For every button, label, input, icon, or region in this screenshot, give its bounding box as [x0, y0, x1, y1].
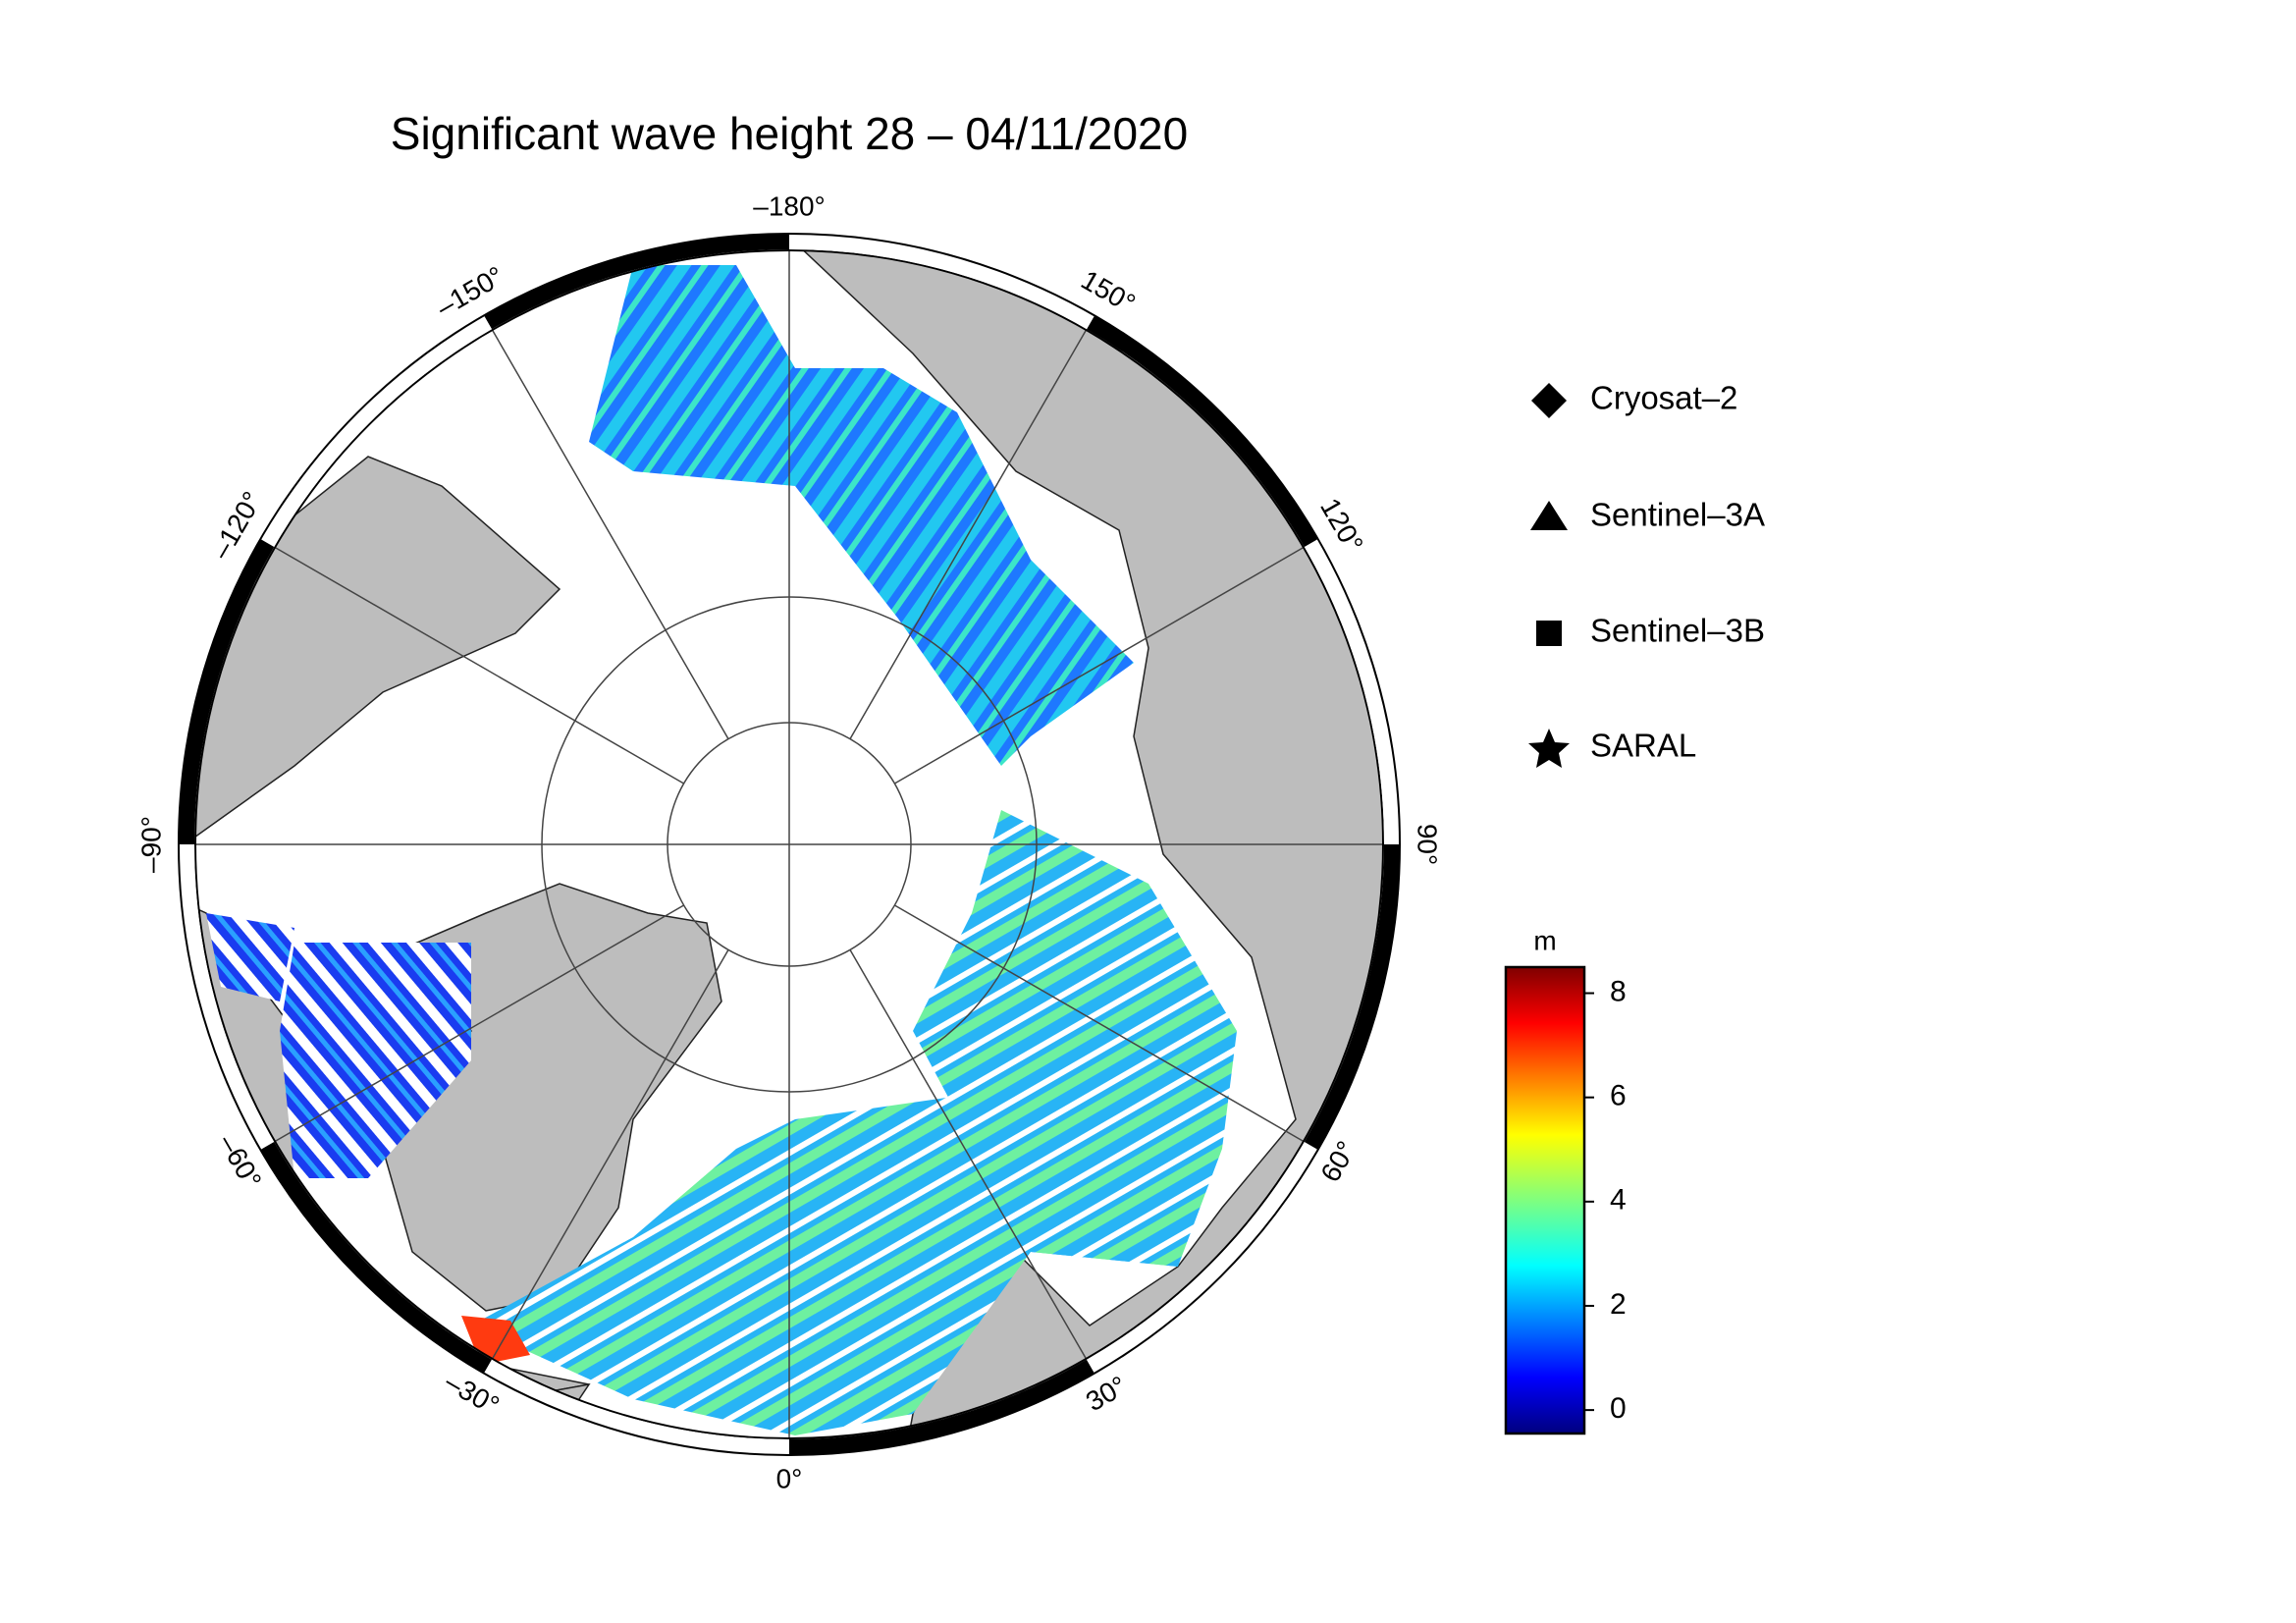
- legend-square: [1536, 621, 1562, 646]
- colorbar-tick-label: 0: [1610, 1392, 1627, 1425]
- frame-segment: [1304, 539, 1400, 845]
- longitude-label: 0°: [776, 1463, 803, 1493]
- legend-label: Sentinel–3A: [1590, 497, 1765, 533]
- legend-label: SARAL: [1590, 728, 1696, 764]
- meridian: [491, 949, 729, 1360]
- meridian: [274, 546, 684, 784]
- longitude-label: 90°: [1413, 824, 1443, 865]
- map-frame-inner: [194, 249, 1384, 1439]
- colorbar-ticks: 0 2 4 6 8: [1584, 975, 1627, 1425]
- meridian: [491, 329, 729, 739]
- swath-hudson: [206, 913, 294, 1001]
- swath-atlantic: [471, 1090, 1178, 1435]
- legend-triangle: [1530, 501, 1568, 530]
- colorbar-tick-label: 6: [1610, 1080, 1627, 1112]
- colorbar-tick-label: 4: [1610, 1184, 1627, 1217]
- swath-pacific: [589, 265, 1134, 766]
- colorbar-tick-label: 2: [1610, 1288, 1627, 1321]
- frame-segment: [179, 539, 275, 845]
- frame-segment: [1304, 843, 1400, 1150]
- swath-baffin: [280, 943, 471, 1178]
- colorbar-unit: m: [1533, 925, 1556, 955]
- map-frame: [179, 234, 1400, 1455]
- land-eurasia: [794, 250, 1383, 1438]
- meridian: [849, 949, 1088, 1360]
- meridian: [894, 546, 1305, 784]
- map-frame-outer: [178, 233, 1401, 1456]
- meridian: [274, 904, 684, 1143]
- frame-segment: [484, 234, 790, 330]
- longitude-label: –180°: [753, 190, 826, 221]
- land-canada-north: [195, 456, 561, 845]
- frame-segment: [260, 1141, 493, 1374]
- frame-segment: [179, 843, 275, 1150]
- frame-segment: [260, 315, 493, 548]
- frame-segment: [1086, 315, 1318, 548]
- colorbar-tick-label: 8: [1610, 975, 1627, 1007]
- meridian: [894, 904, 1305, 1143]
- frame-segment: [788, 1359, 1095, 1455]
- legend-label: Sentinel–3B: [1590, 613, 1765, 649]
- longitude-label: –90°: [135, 816, 166, 873]
- meridian: [849, 329, 1088, 739]
- map-title: Significant wave height 28 – 04/11/2020: [391, 108, 1188, 159]
- land-atlantic-edge: [195, 1382, 591, 1438]
- legend-label: Cryosat–2: [1590, 380, 1737, 416]
- frame-segment: [788, 234, 1095, 330]
- legend-star: [1528, 729, 1570, 768]
- legend-diamond: [1531, 383, 1567, 418]
- frame-segment: [484, 1359, 790, 1455]
- frame-segment: [1086, 1141, 1318, 1374]
- graticule: [195, 250, 1383, 1438]
- colorbar: [1504, 965, 1586, 1435]
